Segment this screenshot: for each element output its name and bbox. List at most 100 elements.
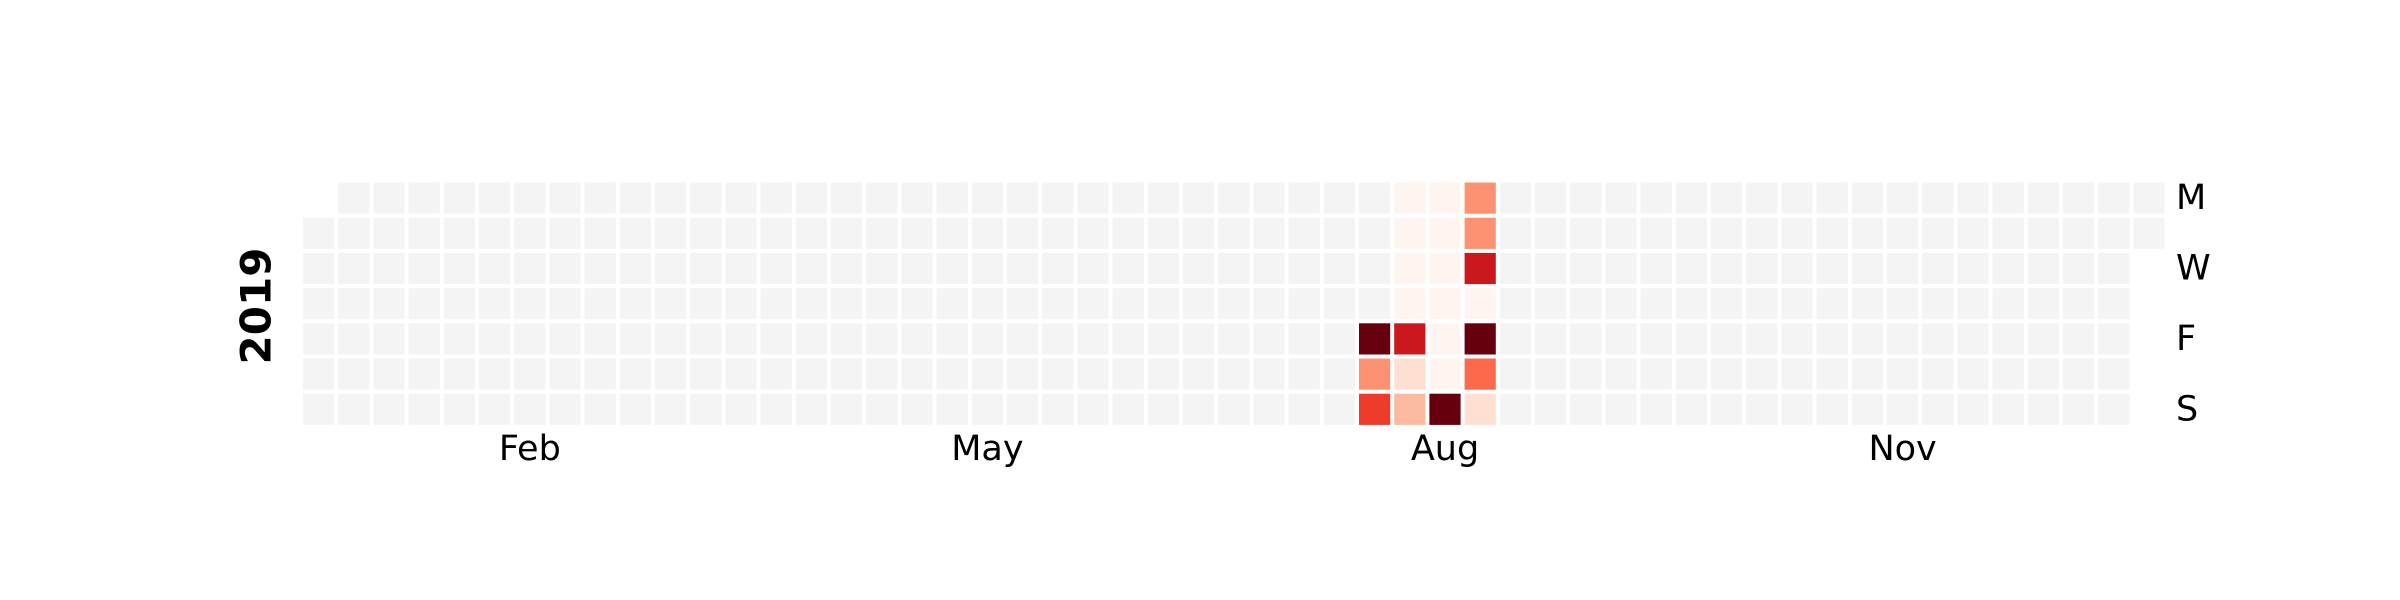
day-cell — [1570, 182, 1602, 214]
day-cell — [1323, 393, 1355, 425]
day-cell — [373, 252, 405, 285]
day-cell — [1535, 182, 1567, 214]
day-cell — [1218, 217, 1250, 249]
day-cell — [1288, 217, 1320, 249]
day-cell — [1711, 182, 1743, 214]
day-cell — [1887, 393, 1919, 425]
day-cell — [831, 393, 863, 425]
day-cell — [1816, 252, 1848, 285]
day-cell — [479, 182, 511, 214]
day-cell — [1464, 217, 1496, 249]
day-cell — [831, 252, 863, 285]
day-cell — [549, 393, 581, 425]
day-cell — [1218, 323, 1250, 355]
day-cell — [901, 323, 933, 355]
day-cell — [760, 323, 792, 355]
day-cell — [1675, 323, 1707, 355]
day-cell — [1323, 288, 1355, 320]
day-cell — [2063, 288, 2095, 320]
day-cell — [373, 323, 405, 355]
day-cell — [1464, 182, 1496, 214]
day-cell — [1183, 182, 1215, 214]
day-cell — [1746, 217, 1778, 249]
day-cell — [690, 252, 722, 285]
day-cell — [514, 252, 546, 285]
day-cell — [1851, 288, 1883, 320]
day-cell — [2098, 393, 2130, 425]
day-cell — [1112, 182, 1144, 214]
day-cell — [338, 358, 370, 390]
day-cell — [1077, 393, 1109, 425]
day-cell — [303, 288, 335, 320]
day-cell — [866, 182, 898, 214]
day-cell — [1605, 393, 1637, 425]
day-cell — [1359, 323, 1391, 355]
day-cell — [831, 358, 863, 390]
day-cell — [1887, 217, 1919, 249]
day-cell — [1394, 217, 1426, 249]
day-cell — [1323, 252, 1355, 285]
day-cell — [514, 323, 546, 355]
day-cell — [1887, 252, 1919, 285]
day-cell — [1535, 288, 1567, 320]
day-cell — [971, 217, 1003, 249]
day-cell — [1077, 182, 1109, 214]
day-cell — [795, 288, 827, 320]
day-cell — [901, 252, 933, 285]
day-cell — [1323, 182, 1355, 214]
day-cell — [1429, 252, 1461, 285]
day-cell — [725, 252, 757, 285]
day-cell — [1147, 217, 1179, 249]
month-label: Feb — [499, 429, 561, 469]
day-cell — [514, 393, 546, 425]
day-cell — [760, 358, 792, 390]
day-cell — [373, 288, 405, 320]
day-cell — [1499, 288, 1531, 320]
day-cell — [1816, 323, 1848, 355]
day-cell — [1922, 252, 1954, 285]
day-cell — [831, 323, 863, 355]
day-cell — [1429, 393, 1461, 425]
day-cell — [725, 217, 757, 249]
day-cell — [866, 288, 898, 320]
day-cell — [1535, 393, 1567, 425]
day-cell — [1288, 252, 1320, 285]
day-cell — [725, 323, 757, 355]
day-cell — [1675, 358, 1707, 390]
day-cell — [1922, 323, 1954, 355]
day-cell — [338, 252, 370, 285]
day-cell — [1288, 323, 1320, 355]
day-cell — [1183, 358, 1215, 390]
day-cell — [1147, 323, 1179, 355]
day-cell — [338, 393, 370, 425]
day-cell — [549, 358, 581, 390]
day-cell — [1183, 288, 1215, 320]
day-cell — [1605, 182, 1637, 214]
day-cell — [1675, 182, 1707, 214]
day-cell — [690, 358, 722, 390]
day-cell — [479, 288, 511, 320]
day-cell — [1605, 323, 1637, 355]
day-cell — [1640, 358, 1672, 390]
day-cell — [1851, 217, 1883, 249]
day-cell — [1992, 217, 2024, 249]
day-cell — [1746, 288, 1778, 320]
day-cell — [1640, 288, 1672, 320]
day-cell — [1816, 393, 1848, 425]
day-cell — [514, 217, 546, 249]
day-cell — [1429, 323, 1461, 355]
day-cell — [725, 358, 757, 390]
day-cell — [1359, 217, 1391, 249]
day-cell — [2027, 323, 2059, 355]
day-cell — [584, 182, 616, 214]
day-cell — [1007, 323, 1039, 355]
day-cell — [2098, 358, 2130, 390]
day-cell — [619, 182, 651, 214]
day-cell — [936, 358, 968, 390]
day-cell — [1887, 182, 1919, 214]
day-cell — [2063, 182, 2095, 214]
day-cell — [1323, 217, 1355, 249]
day-cell — [1887, 358, 1919, 390]
day-cell — [1851, 358, 1883, 390]
day-cell — [1499, 393, 1531, 425]
